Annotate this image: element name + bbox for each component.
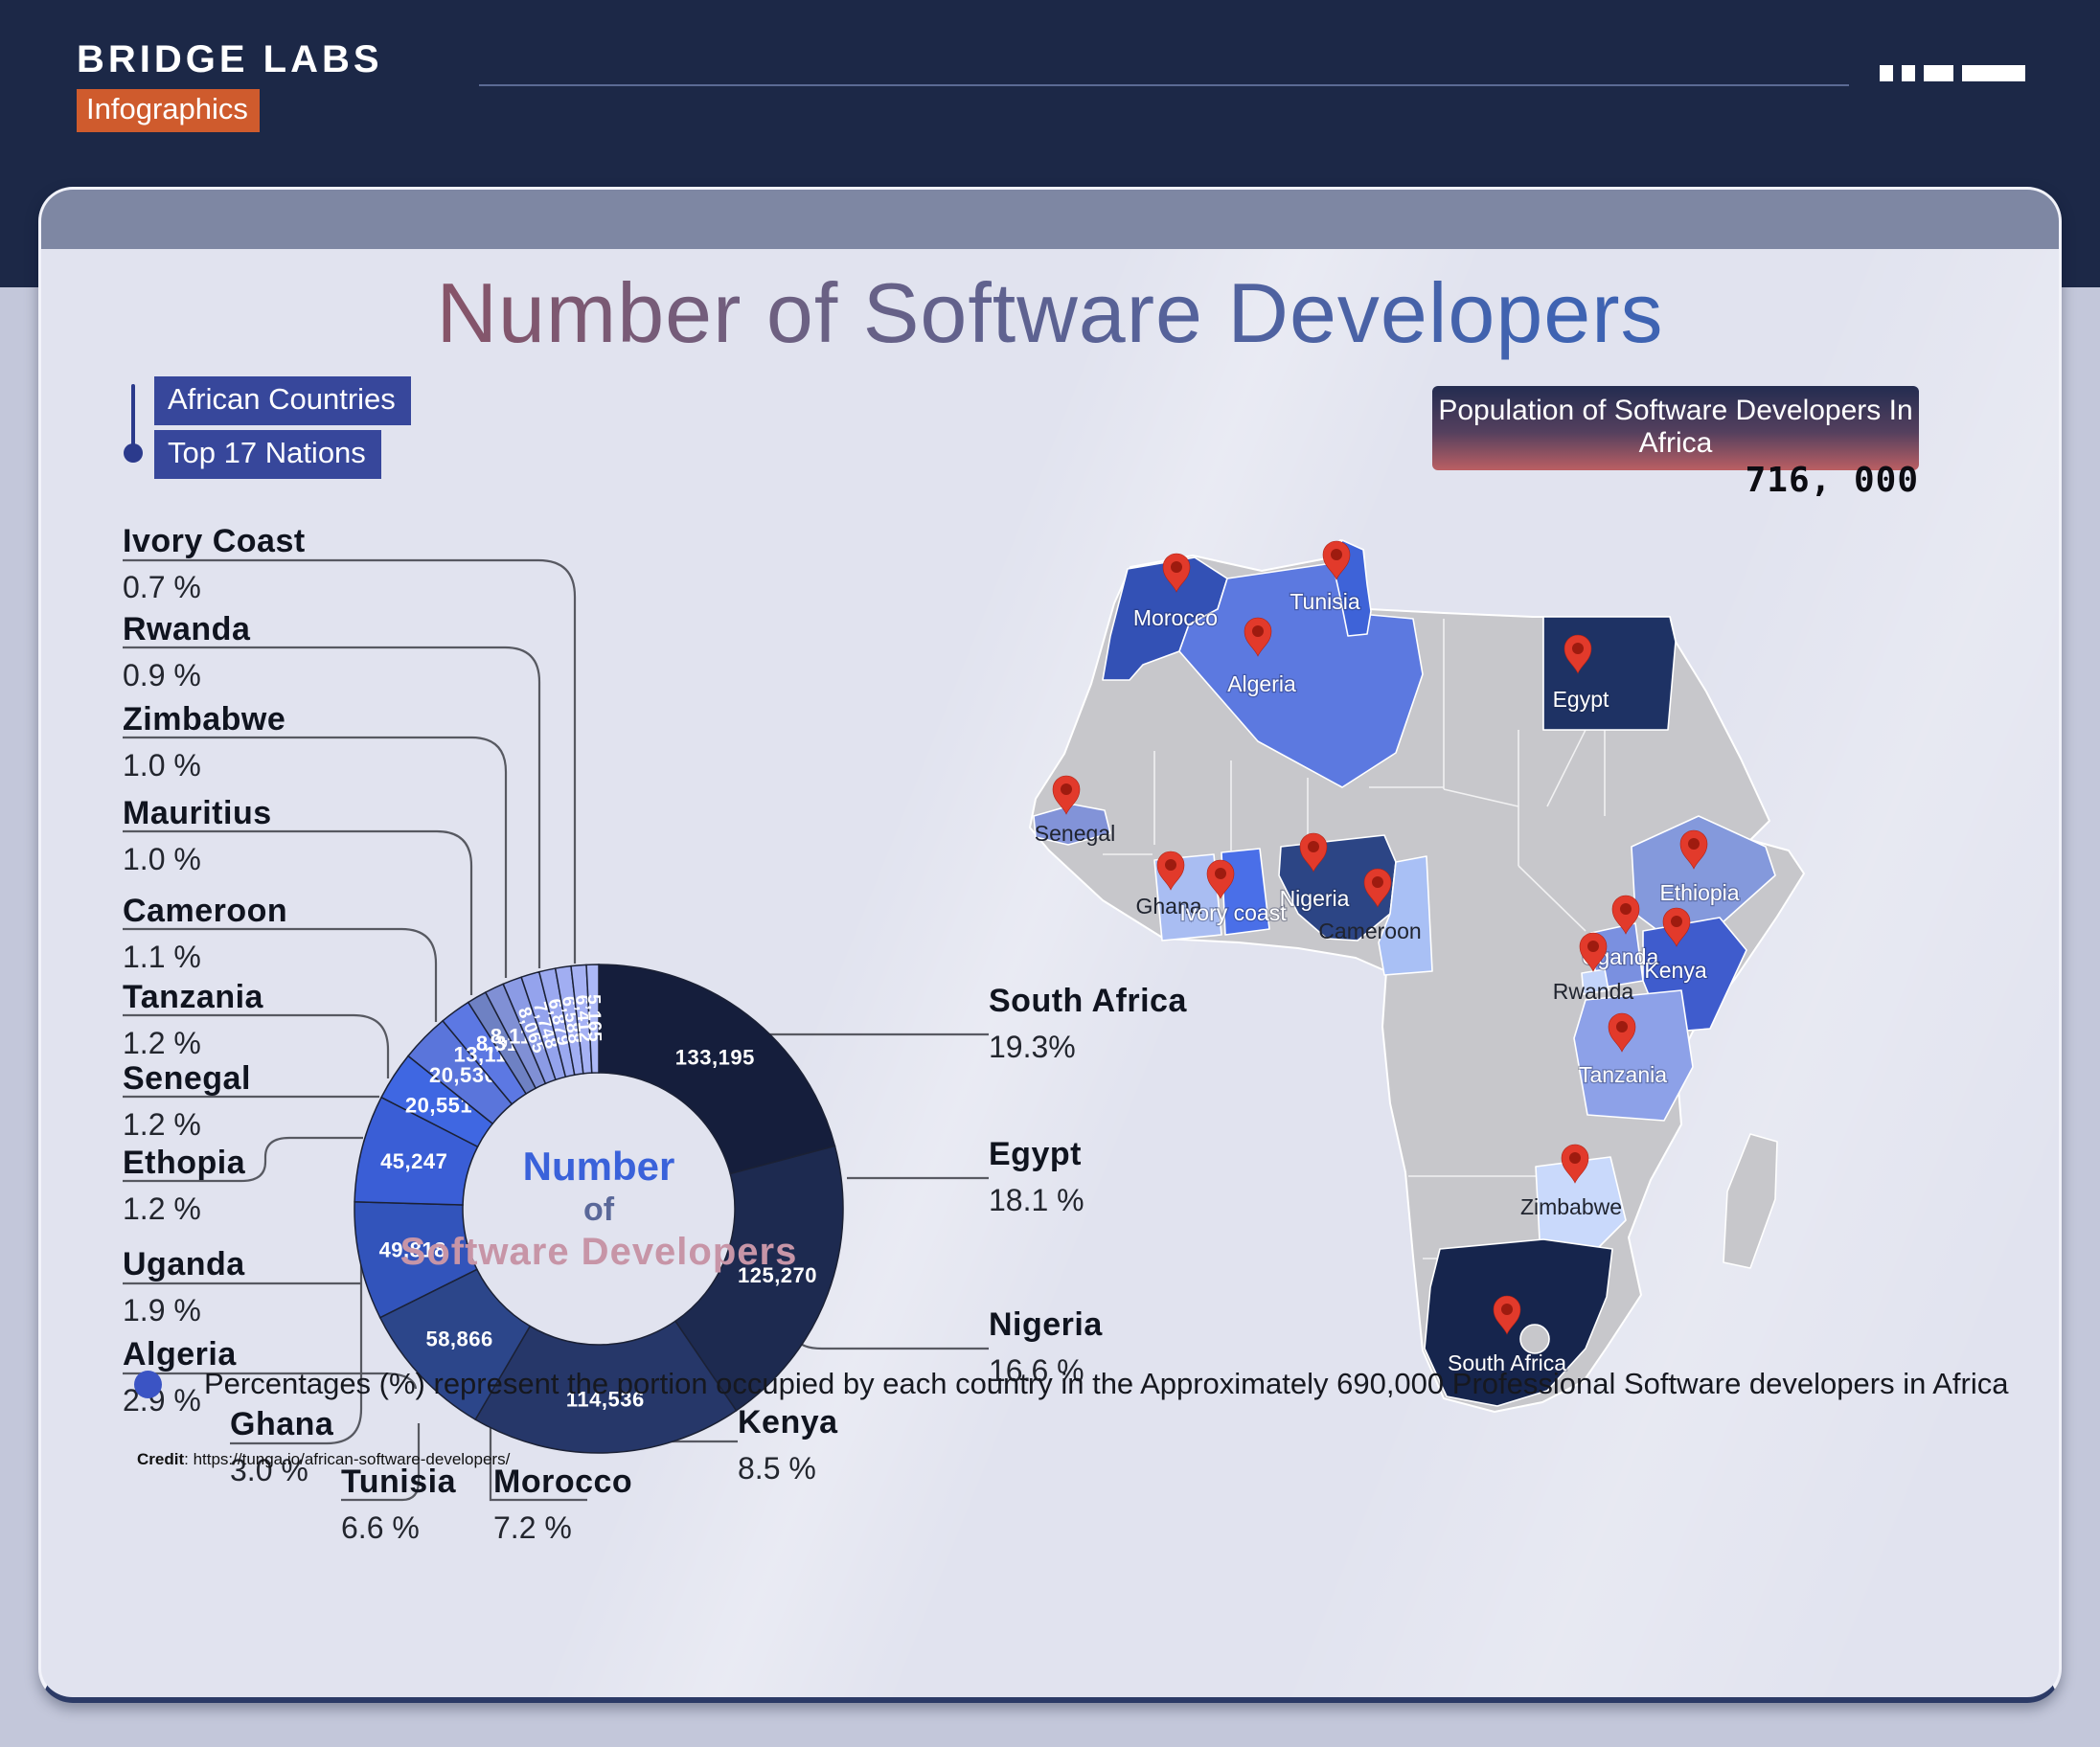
callout-name: Uganda xyxy=(123,1246,245,1282)
callout-name: Senegal xyxy=(123,1060,251,1097)
callout-kenya: Kenya 8.5 % xyxy=(738,1404,838,1486)
callout-name: Rwanda xyxy=(123,611,251,647)
callout-name: Ivory Coast xyxy=(123,523,306,559)
callout-tunisia: Tunisia 6.6 % xyxy=(341,1463,456,1546)
footnote-text: Percentages (%) represent the portion oc… xyxy=(204,1367,2009,1400)
callout-pct: 18.1 % xyxy=(989,1183,1084,1217)
callout-egypt: Egypt 18.1 % xyxy=(989,1136,1084,1218)
deco-bar-icon xyxy=(1880,65,1893,81)
credit-url: : https://tunga.io/african-software-deve… xyxy=(184,1450,511,1468)
callout-pct: 3.0 % xyxy=(230,1453,308,1487)
badge-african-countries: African Countries xyxy=(154,376,411,425)
callout-pct: 1.9 % xyxy=(123,1293,201,1327)
callout-name: Nigeria xyxy=(989,1306,1103,1343)
callout-ghana: Ghana 3.0 % xyxy=(230,1406,333,1488)
callout-pct: 7.2 % xyxy=(493,1510,572,1545)
credit-line: Credit: https://tunga.io/african-softwar… xyxy=(137,1450,510,1469)
badge-pin-line xyxy=(124,384,143,463)
callout-pct: 0.7 % xyxy=(123,570,201,604)
callout-senegal: Senegal 1.2 % xyxy=(123,1060,251,1143)
callout-pct: 19.3% xyxy=(989,1030,1076,1064)
callout-mauritius: Mauritius 1.0 % xyxy=(123,795,272,877)
callout-pct: 1.0 % xyxy=(123,842,201,876)
callout-tanzania: Tanzania 1.2 % xyxy=(123,979,263,1061)
credit-label: Credit xyxy=(137,1450,185,1468)
footnote: Percentages (%) represent the portion oc… xyxy=(134,1367,2008,1401)
callout-name: Algeria xyxy=(123,1336,237,1373)
callout-pct: 1.0 % xyxy=(123,748,201,783)
brand-logo: BRIDGE LABS xyxy=(77,38,383,80)
footnote-bullet-icon xyxy=(134,1371,162,1398)
callout-name: Mauritius xyxy=(123,795,272,831)
callout-uganda: Uganda 1.9 % xyxy=(123,1246,245,1328)
page-title: Number of Software Developers xyxy=(41,264,2059,362)
callout-morocco: Morocco 7.2 % xyxy=(493,1463,632,1546)
callout-pct: 0.9 % xyxy=(123,658,201,692)
callout-name: Zimbabwe xyxy=(123,701,286,737)
callout-pct: 1.1 % xyxy=(123,940,201,974)
callout-name: South Africa xyxy=(989,983,1187,1019)
callout-name: Tunisia xyxy=(341,1463,456,1500)
callout-name: Ethopia xyxy=(123,1145,246,1181)
callout-pct: 6.6 % xyxy=(341,1510,420,1545)
callout-pct: 1.2 % xyxy=(123,1191,201,1226)
deco-bar-icon xyxy=(1924,65,1953,81)
population-badge: Population of Software Developers In Afr… xyxy=(1432,386,1919,470)
callout-cameroon: Cameroon 1.1 % xyxy=(123,893,287,975)
callout-ethopia: Ethopia 1.2 % xyxy=(123,1145,245,1227)
callout-name: Kenya xyxy=(738,1404,838,1441)
brand-subtitle: Infographics xyxy=(77,89,260,132)
deco-bar-icon xyxy=(1902,65,1915,81)
callout-name: Tanzania xyxy=(123,979,263,1015)
callout-pct: 1.2 % xyxy=(123,1026,201,1060)
deco-bar-icon xyxy=(1962,65,2025,81)
callout-ivory-coast: Ivory Coast 0.7 % xyxy=(123,523,306,605)
callout-south-africa: South Africa 19.3% xyxy=(989,983,1187,1065)
callout-name: Ghana xyxy=(230,1406,334,1442)
callout-zimbabwe: Zimbabwe 1.0 % xyxy=(123,701,285,783)
population-total-value: 716, 000 xyxy=(1745,461,1919,500)
callout-name: Morocco xyxy=(493,1463,633,1500)
card-top-band xyxy=(41,190,2059,249)
badge-top-17-nations: Top 17 Nations xyxy=(154,430,381,479)
callout-rwanda: Rwanda 0.9 % xyxy=(123,611,250,693)
callout-pct: 1.2 % xyxy=(123,1107,201,1142)
callout-name: Cameroon xyxy=(123,893,288,929)
callout-pct: 8.5 % xyxy=(738,1451,816,1486)
header-divider-line xyxy=(479,84,1849,86)
callout-name: Egypt xyxy=(989,1136,1082,1172)
header-deco-bars xyxy=(1880,65,2025,81)
